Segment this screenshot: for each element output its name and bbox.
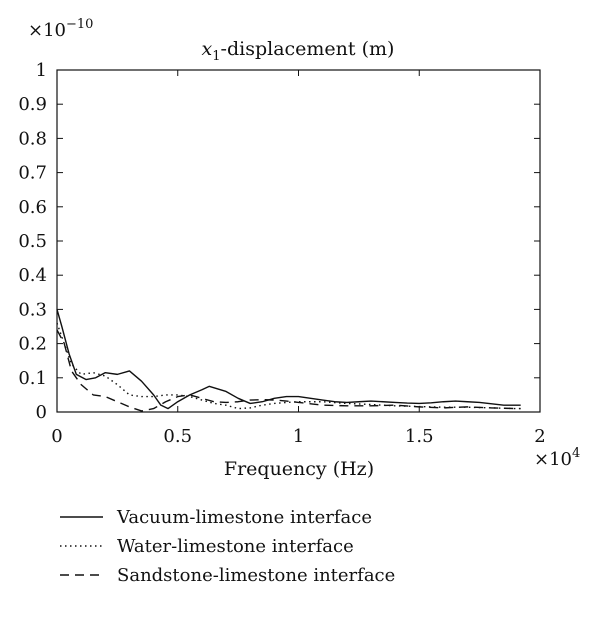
y-tick-label: 0.2	[18, 334, 47, 355]
legend-label-1: Vacuum-limestone interface	[116, 507, 372, 528]
y-tick-label: 0.4	[18, 265, 47, 286]
x-tick-label: 1.5	[405, 426, 434, 447]
series-line-2	[56, 322, 521, 410]
plot-frame	[56, 69, 541, 413]
y-tick-label: 0.6	[18, 197, 47, 218]
x-tick-label: 0	[51, 426, 62, 447]
x-axis-label: Frequency (Hz)	[224, 458, 374, 480]
y-tick-label: 0.5	[18, 231, 47, 252]
y-exponent-label: ×10−10	[28, 17, 93, 41]
x-exponent-label: ×104	[534, 446, 580, 470]
y-tick-label: 0.7	[18, 163, 47, 184]
y-tick-label: 0	[36, 402, 47, 423]
y-tick-label: 1	[36, 60, 47, 81]
series-line-3	[56, 329, 521, 412]
y-tick-label: 0.8	[18, 128, 47, 149]
series-lines	[56, 309, 521, 412]
y-tick-label: 0.1	[18, 368, 47, 389]
plot-area-border	[56, 69, 541, 413]
axis-ticks: 0 0.5 1 1.5 2 0 0.1 0.2 0.3 0.4 0.5 0.6 0.7 0.8 0.9 1	[18, 60, 545, 447]
x-tick-label: 2	[534, 426, 545, 447]
y-tick-label: 0.3	[18, 299, 47, 320]
series-line-1	[56, 309, 521, 410]
chart-title: x1-displacement (m)	[202, 38, 395, 64]
legend-label-3: Sandstone-limestone interface	[117, 565, 395, 586]
legend: Vacuum-limestone interface Water-limeston…	[60, 507, 395, 586]
x-tick-label: 0.5	[163, 426, 192, 447]
legend-label-2: Water-limestone interface	[117, 536, 354, 557]
x-tick-label: 1	[293, 426, 304, 447]
y-tick-label: 0.9	[18, 94, 47, 115]
